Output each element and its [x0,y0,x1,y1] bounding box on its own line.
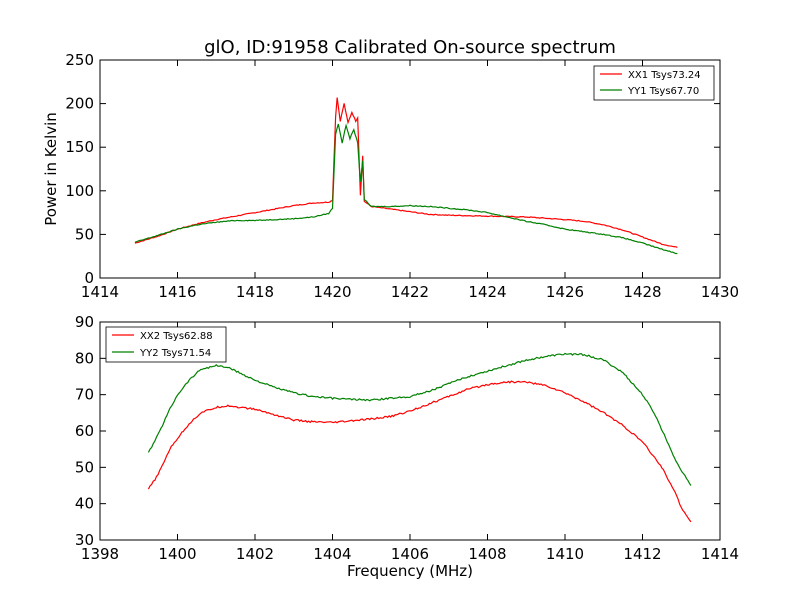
top-ylabel: Power in Kelvin [42,112,60,226]
legend-label-yy1: YY1 Tsys67.70 [627,86,699,97]
bottom-ytick-label: 80 [75,349,94,367]
bottom-panel: 1398 1400 1402 1404 1406 1408 1410 1412 1414 30 40… [75,313,739,580]
bottom-legend: XX2 Tsys62.88 YY2 Tsys71.54 [105,326,227,363]
top-ytick-label: 250 [65,51,94,69]
top-legend: XX1 Tsys73.24 YY1 Tsys67.70 [593,65,715,101]
bottom-xtick-label: 1408 [468,545,506,563]
top-xtick-label: 1426 [546,283,584,301]
top-ytick-label: 0 [84,269,94,287]
top-xtick-label: 1420 [313,283,351,301]
bottom-xtick-label: 1402 [236,545,274,563]
top-ytick-label: 100 [65,182,94,200]
bottom-xtick-label: 1406 [391,545,429,563]
top-legend-box [593,65,715,101]
bottom-ytick-label: 40 [75,495,94,513]
bottom-xtick-label: 1400 [158,545,196,563]
top-series-line-xx [134,97,678,249]
bottom-series-group [147,352,692,523]
top-ytick-label: 50 [75,225,94,243]
bottom-ytick-label: 70 [75,386,94,404]
bottom-ytick-label: 30 [75,531,94,549]
bottom-xtick-label: 1414 [701,545,739,563]
top-ytick-label: 150 [65,138,94,156]
bottom-ytick-label: 60 [75,422,94,440]
bottom-legend-box [105,326,227,363]
bottom-xlabel: Frequency (MHz) [347,562,473,580]
top-panel: 1414 1416 1418 1420 1422 1424 1426 1428 1430 0 50 1… [42,51,739,301]
bottom-series-line-xx [147,380,692,523]
top-xtick-label: 1416 [158,283,196,301]
top-series-group [134,97,678,255]
top-xtick-label: 1414 [81,283,119,301]
bottom-ytick-label: 50 [75,458,94,476]
bottom-axis-ticks: 1398 1400 1402 1404 1406 1408 1410 1412 1414 30 40… [75,313,739,563]
bottom-xtick-label: 1404 [313,545,351,563]
top-ytick-label: 200 [65,95,94,113]
bottom-series-line-yy [147,352,692,486]
top-xtick-label: 1430 [701,283,739,301]
top-xtick-label: 1428 [623,283,661,301]
bottom-ytick-label: 90 [75,313,94,331]
legend-label-yy2: YY2 Tsys71.54 [139,348,211,359]
top-axis-ticks: 1414 1416 1418 1420 1422 1424 1426 1428 1430 0 50 1… [65,51,739,301]
legend-label-xx2: XX2 Tsys62.88 [140,331,213,342]
bottom-xtick-label: 1412 [623,545,661,563]
bottom-xtick-label: 1410 [546,545,584,563]
top-xtick-label: 1418 [236,283,274,301]
top-series-line-yy [134,123,678,255]
legend-label-xx1: XX1 Tsys73.24 [628,70,701,81]
chart-title: glO, ID:91958 Calibrated On-source spect… [204,37,616,58]
bottom-xtick-label: 1398 [81,545,119,563]
top-xtick-label: 1424 [468,283,506,301]
top-xtick-label: 1422 [391,283,429,301]
